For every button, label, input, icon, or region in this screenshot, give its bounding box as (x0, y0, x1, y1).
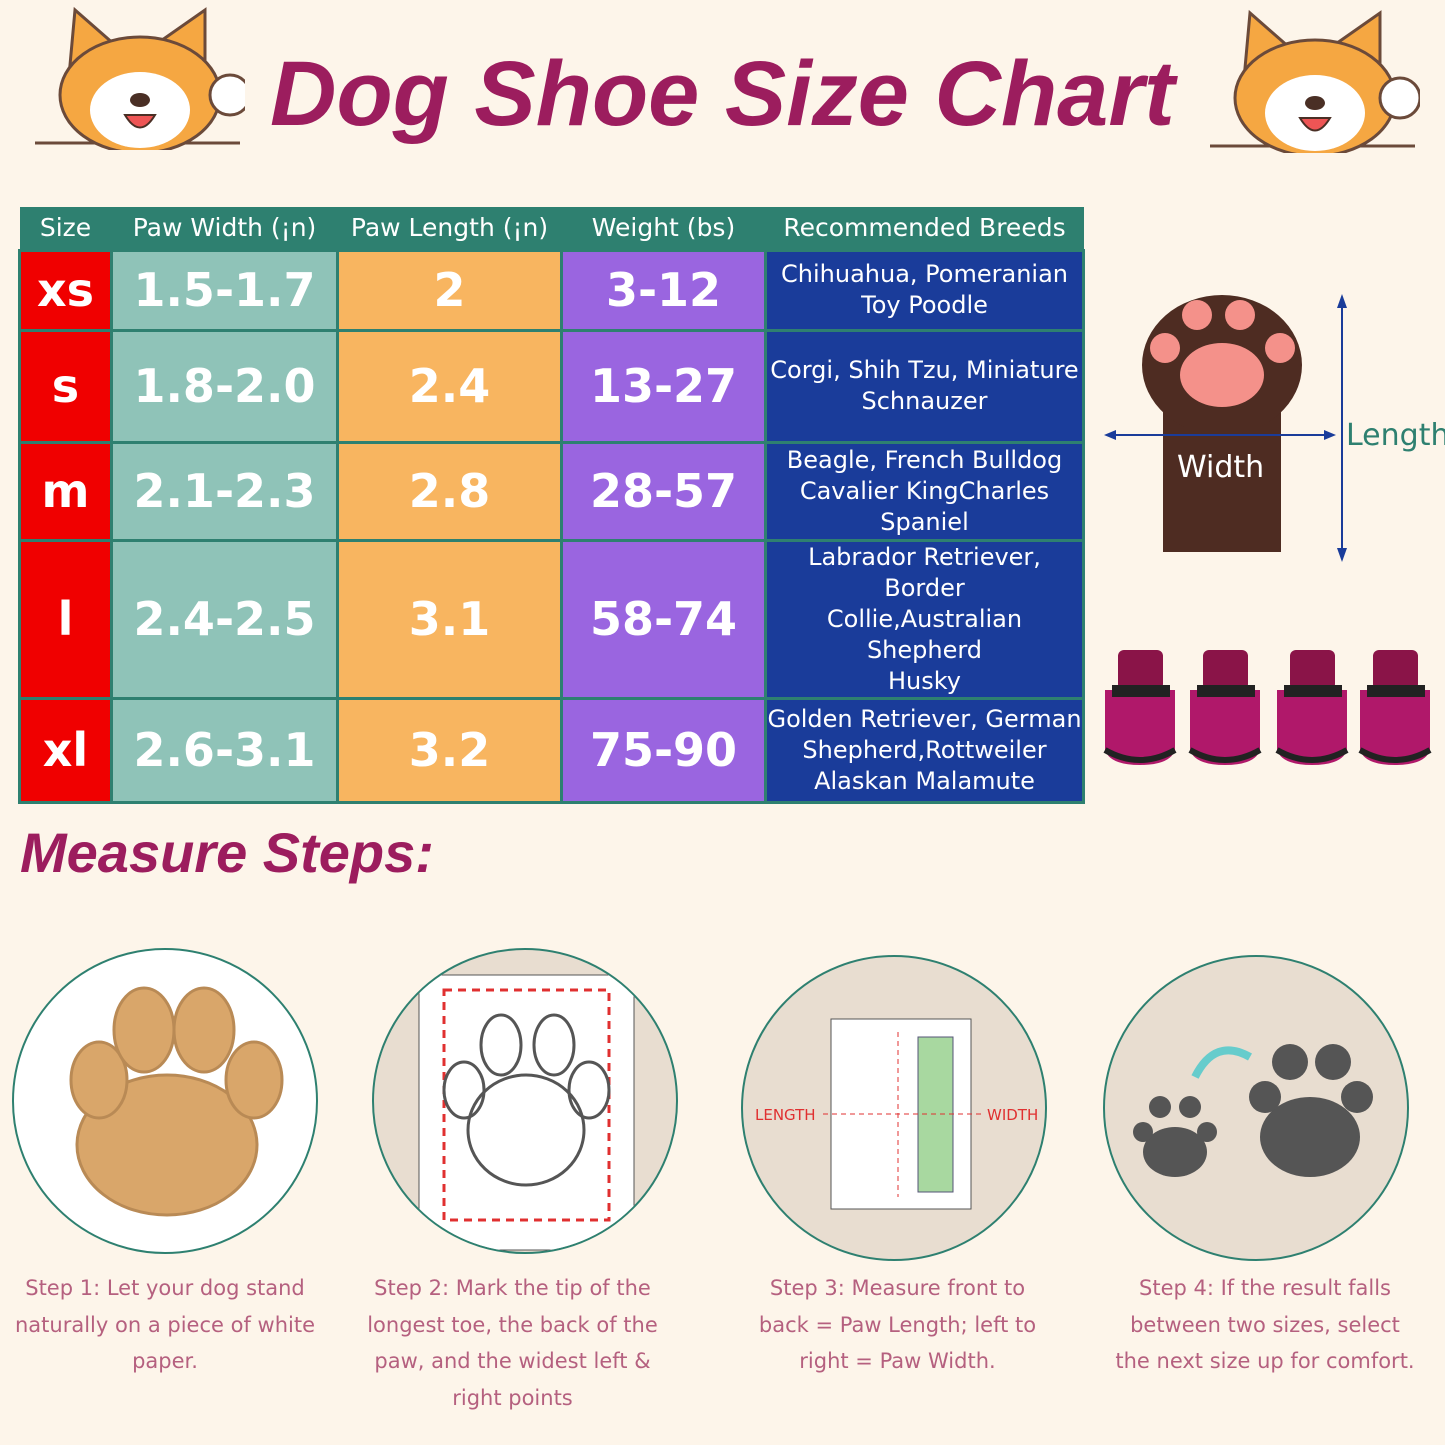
step4-image (1103, 955, 1409, 1261)
step3-text: Step 3: Measure front to back = Paw Leng… (758, 1276, 1037, 1373)
weight-cell: 3-12 (560, 248, 767, 332)
breed-line: Alaskan Malamute (814, 766, 1035, 795)
breed-line: Schnauzer (861, 387, 988, 415)
size-cell: m (18, 440, 113, 542)
width-cell: 1.5-1.7 (110, 248, 339, 332)
length-cell: 2.4 (336, 328, 563, 444)
size-table: Size Paw Width (¡n) Paw Length (¡n) Weig… (18, 207, 1085, 804)
step1-image (12, 948, 318, 1254)
dog-shoe (1275, 650, 1349, 765)
size-cell: s (18, 328, 113, 444)
weight-cell: 58-74 (560, 538, 767, 700)
paw-measure-diagram: Width Length (1104, 294, 1445, 562)
corgi-right-icon (1210, 9, 1420, 153)
weight-cell: 28-57 (560, 440, 767, 542)
length-label: Length (1346, 418, 1445, 453)
dog-shoe (1103, 650, 1177, 765)
breed-line: Spaniel (880, 507, 969, 536)
corgi-left-icon (35, 6, 245, 150)
size-cell: l (18, 538, 113, 700)
header-breeds: Recommended Breeds (765, 207, 1084, 250)
breed-line: Corgi, Shih Tzu, Miniature (770, 356, 1079, 384)
breed-line: Husky (887, 666, 961, 695)
size-cell: xs (18, 248, 113, 332)
step4-text: Step 4: If the result falls between two … (1115, 1276, 1415, 1373)
length-cell: 3.1 (336, 538, 563, 700)
breed-line: Golden Retriever, German (767, 704, 1082, 733)
breeds-cell: Beagle, French Bulldog Cavalier KingCharl… (764, 440, 1085, 542)
breeds-cell: Chihuahua, Pomeranian Toy Poodle (764, 248, 1085, 332)
width-cell: 2.6-3.1 (110, 696, 339, 804)
width-label: Width (1177, 450, 1264, 485)
ruler-width-label: WIDTH (987, 1106, 1038, 1124)
breed-line: Labrador Retriever, Border (808, 542, 1041, 602)
table-row: l 2.4-2.5 3.1 58-74 Labrador Retriever, Bord… (18, 538, 1085, 700)
breed-line: Chihuahua, Pomeranian (781, 260, 1068, 288)
step2-text: Step 2: Mark the tip of the longest toe,… (367, 1276, 658, 1410)
table-row: m 2.1-2.3 2.8 28-57 Beagle, French Bulldog Ca… (18, 440, 1085, 542)
header-weight: Weight (bs) (561, 207, 766, 250)
ruler-length-label: LENGTH (755, 1106, 816, 1124)
length-cell: 2.8 (336, 440, 563, 542)
width-cell: 2.1-2.3 (110, 440, 339, 542)
length-cell: 3.2 (336, 696, 563, 804)
breed-line: Shepherd,Rottweiler (802, 735, 1047, 764)
measure-steps-title: Measure Steps: (20, 821, 434, 884)
breeds-cell: Corgi, Shih Tzu, Miniature Schnauzer (764, 328, 1085, 444)
step1-text: Step 1: Let your dog stand naturally on … (15, 1276, 315, 1373)
header-size: Size (19, 207, 112, 250)
size-cell: xl (18, 696, 113, 804)
breed-line: Toy Poodle (861, 291, 988, 319)
dog-shoe (1358, 650, 1432, 765)
weight-cell: 75-90 (560, 696, 767, 804)
table-row: s 1.8-2.0 2.4 13-27 Corgi, Shih Tzu, Miniatu… (18, 328, 1085, 444)
breeds-cell: Labrador Retriever, Border Collie,Austral… (764, 538, 1085, 700)
breed-line: Cavalier KingCharles (799, 476, 1050, 505)
dog-shoes-image (1103, 650, 1432, 765)
step2-image (372, 948, 678, 1254)
width-cell: 2.4-2.5 (110, 538, 339, 700)
step3-image: LENGTH WIDTH (741, 955, 1047, 1261)
breeds-cell: Golden Retriever, German Shepherd,Rottwei… (764, 696, 1085, 804)
dog-shoe (1188, 650, 1262, 765)
weight-cell: 13-27 (560, 328, 767, 444)
page-title: Dog Shoe Size Chart (270, 43, 1175, 145)
breed-line: Collie,Australian Shepherd (826, 604, 1023, 664)
width-cell: 1.8-2.0 (110, 328, 339, 444)
table-row: xs 1.5-1.7 2 3-12 Chihuahua, Pomeranian Toy P… (18, 248, 1085, 332)
header-width: Paw Width (¡n) (111, 207, 338, 250)
table-row: xl 2.6-3.1 3.2 75-90 Golden Retriever, Germa… (18, 696, 1085, 804)
length-cell: 2 (336, 248, 563, 332)
breed-line: Beagle, French Bulldog (786, 445, 1063, 474)
header-length: Paw Length (¡n) (337, 207, 562, 250)
